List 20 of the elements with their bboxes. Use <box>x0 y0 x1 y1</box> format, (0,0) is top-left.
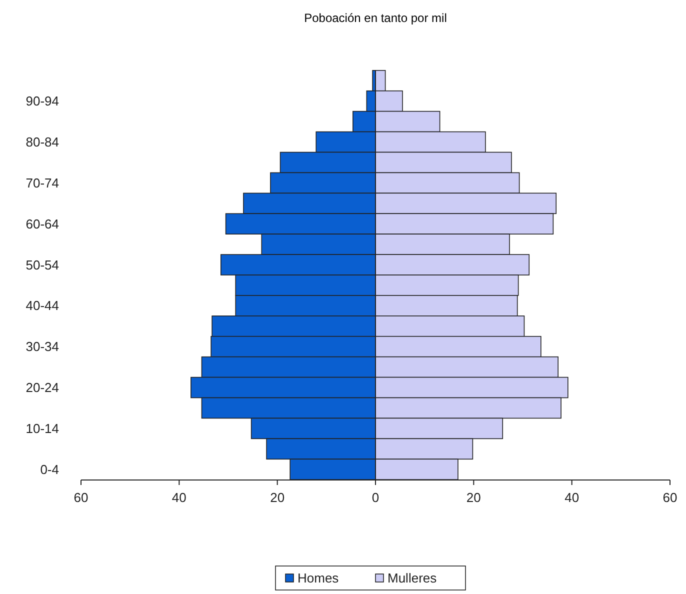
x-tick-label: 0 <box>372 490 380 505</box>
x-tick-label: 40 <box>172 490 186 505</box>
y-tick-label: 20-24 <box>26 380 59 396</box>
legend-label: Homes <box>298 570 340 586</box>
y-tick-label: 10-14 <box>26 420 59 436</box>
y-tick-label: 30-34 <box>26 339 59 354</box>
y-tick-label: 90-94 <box>26 94 59 109</box>
y-tick-label: 0-4 <box>40 462 59 477</box>
x-tick-label: 40 <box>564 490 580 505</box>
y-tick-label: 70-74 <box>26 175 59 190</box>
legend-label: Mulleres <box>388 570 438 586</box>
x-tick-label: 20 <box>270 490 285 505</box>
y-tick-label: 50-54 <box>26 257 59 272</box>
x-tick-label: 60 <box>74 490 88 505</box>
y-tick-label: 60-64 <box>26 216 59 232</box>
y-tick-label: 40-44 <box>26 298 59 314</box>
x-tick-label: 60 <box>662 490 678 505</box>
chart-title: Poboación en tanto por mil <box>304 11 447 25</box>
x-tick-label: 20 <box>466 490 481 505</box>
y-tick-label: 80-84 <box>26 134 59 150</box>
